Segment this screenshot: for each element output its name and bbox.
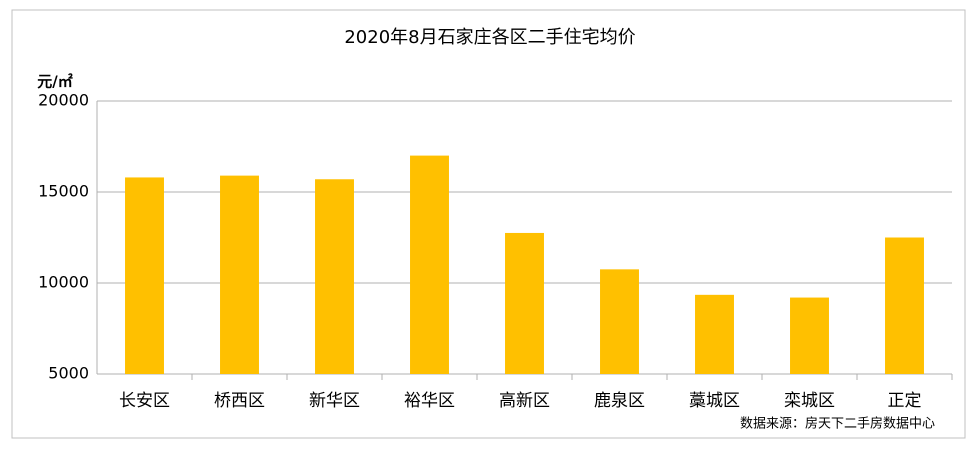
- y-tick-label: 10000: [38, 273, 89, 292]
- x-tick-label: 藁城区: [689, 391, 740, 411]
- chart-title: 2020年8月石家庄各区二手住宅均价: [344, 27, 635, 48]
- x-tick-label: 桥西区: [214, 391, 265, 411]
- bar: [885, 237, 924, 374]
- bar: [600, 269, 639, 374]
- bar: [410, 155, 449, 374]
- bar: [220, 175, 259, 374]
- bar: [790, 297, 829, 374]
- bar: [315, 179, 354, 374]
- y-axis-label: 元/㎡: [37, 73, 72, 91]
- x-tick-label: 裕华区: [404, 391, 455, 411]
- x-tick-label: 长安区: [119, 391, 170, 411]
- x-tick-label: 栾城区: [784, 391, 835, 411]
- bar: [505, 232, 544, 374]
- x-tick-label: 新华区: [309, 391, 360, 411]
- source-note: 数据来源：房天下二手房数据中心: [740, 416, 935, 432]
- x-tick-label: 正定: [888, 391, 922, 411]
- bar: [695, 294, 734, 374]
- y-tick-label: 15000: [38, 182, 89, 201]
- bar: [125, 177, 164, 374]
- y-tick-label: 5000: [48, 364, 89, 383]
- x-tick-label: 鹿泉区: [594, 391, 645, 411]
- y-tick-label: 20000: [38, 91, 89, 110]
- x-tick-label: 高新区: [499, 391, 550, 411]
